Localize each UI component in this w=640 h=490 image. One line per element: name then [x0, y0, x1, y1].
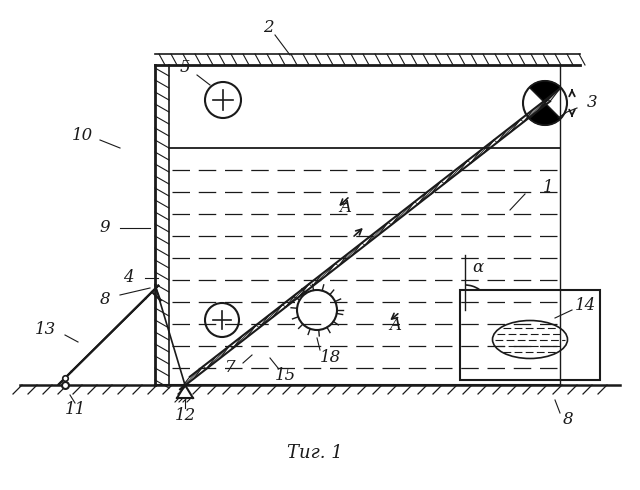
Text: 4: 4	[123, 270, 133, 287]
Text: 1: 1	[543, 179, 554, 196]
Text: 5: 5	[180, 59, 190, 76]
Text: A: A	[389, 317, 401, 334]
Wedge shape	[529, 103, 561, 125]
Text: 15: 15	[275, 367, 296, 384]
Text: 8: 8	[563, 412, 573, 428]
Text: 7: 7	[225, 360, 236, 376]
Text: Τиг. 1: Τиг. 1	[287, 444, 343, 462]
Text: 14: 14	[574, 296, 596, 314]
Text: 18: 18	[319, 348, 340, 366]
Text: 13: 13	[35, 321, 56, 339]
Text: α: α	[472, 260, 484, 276]
Text: 12: 12	[174, 407, 196, 423]
Text: A: A	[339, 199, 351, 217]
Text: 8: 8	[100, 292, 110, 309]
Text: 10: 10	[72, 126, 93, 144]
Text: 2: 2	[262, 20, 273, 36]
Text: 9: 9	[100, 220, 110, 237]
Text: 11: 11	[65, 401, 86, 418]
Wedge shape	[529, 81, 561, 103]
Text: 3: 3	[587, 95, 597, 112]
Bar	[460, 290, 600, 380]
